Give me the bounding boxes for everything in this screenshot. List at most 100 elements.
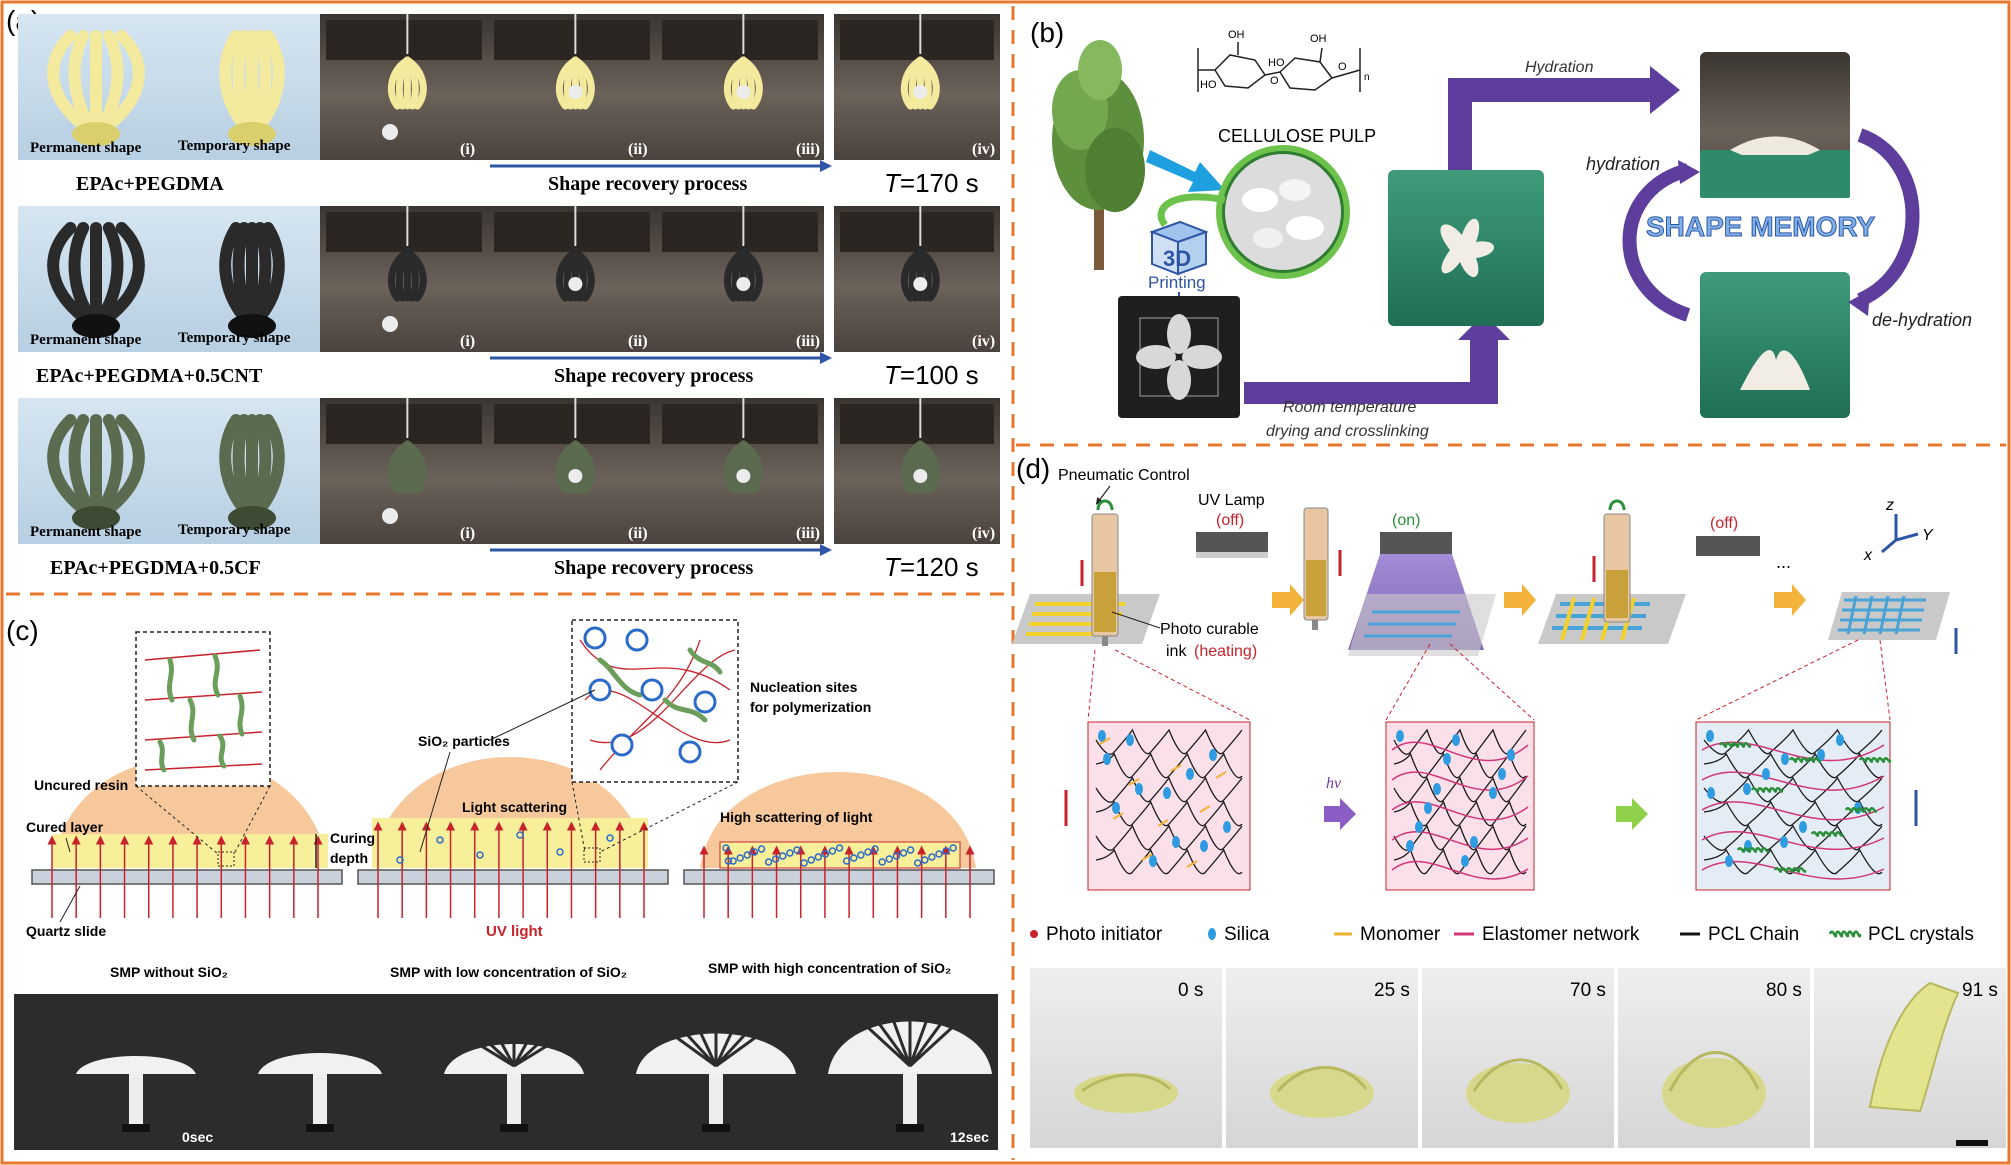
printed-trees xyxy=(76,1001,992,1132)
silica-particle xyxy=(814,853,823,861)
recovery-photo-1: (i) xyxy=(320,398,488,544)
printed-tree-4 xyxy=(636,1016,796,1132)
axis-x-label: x xyxy=(1863,547,1873,564)
silica-particle xyxy=(850,854,858,862)
chem-oh-2: OH xyxy=(1310,33,1327,45)
recovery-photo-2: (ii) xyxy=(488,14,656,160)
permanent-gripper xyxy=(47,222,145,338)
permanent-shape-label: Permanent shape xyxy=(30,332,142,348)
recovery-photo-4: 80 s xyxy=(1618,968,1810,1148)
recovery-photo-1: 0 s xyxy=(1030,968,1222,1148)
quartz-slide-label: Quartz slide xyxy=(26,923,106,939)
time-label: 80 s xyxy=(1766,980,1802,1001)
chem-ho-1: HO xyxy=(1200,79,1217,91)
recovery-photo-3: (iii) xyxy=(656,14,824,160)
cellulose-pulp-label: CELLULOSE PULP xyxy=(1218,126,1376,146)
network-contents xyxy=(1095,728,1892,880)
recovery-photo-3: (iii) xyxy=(656,398,824,544)
axis-y-label: Y xyxy=(1922,527,1934,544)
time-0sec: 0sec xyxy=(182,1129,213,1145)
permanent-gripper xyxy=(47,30,145,146)
legend-item-3: Monomer xyxy=(1360,924,1441,945)
step-label: (ii) xyxy=(628,141,648,158)
time-label: 70 s xyxy=(1570,980,1606,1001)
printed-tree-1 xyxy=(76,1056,196,1132)
material-name: EPAc+PEGDMA xyxy=(76,173,224,195)
recovery-time: T=170 s xyxy=(884,168,979,198)
zoom-lines-d xyxy=(1087,639,1891,721)
curing-label: Curing xyxy=(330,830,375,846)
panel-d-label: (d) xyxy=(1016,453,1050,484)
particles-high xyxy=(722,844,957,867)
silica-particle xyxy=(786,849,794,857)
printed-tree-3 xyxy=(444,1028,584,1132)
step-arrow-1 xyxy=(1272,584,1304,616)
hydration-top-label: Hydration xyxy=(1525,59,1594,76)
step-label: (iv) xyxy=(972,141,995,158)
zoom-box-2 xyxy=(583,847,601,863)
silica-particle xyxy=(906,846,915,854)
syringe-2 xyxy=(1303,507,1329,630)
permanent-shape-label: Permanent shape xyxy=(30,140,142,156)
silica-particle xyxy=(928,853,936,861)
green-feed-tube xyxy=(1157,193,1226,228)
recovery-photo-2: (ii) xyxy=(488,206,656,352)
legend-marker-pcl-crystals xyxy=(1828,930,1862,938)
panel-b: (b) OH OH HO HO O O n CELLULOS xyxy=(1030,17,1972,440)
cooling-arrow xyxy=(1616,798,1648,830)
temporary-gripper xyxy=(219,222,285,338)
cured-network-box xyxy=(1385,721,1535,891)
dehydration-curve-arrow xyxy=(1856,128,1920,307)
hydration-curve-head xyxy=(1678,160,1700,184)
recovery-photo-3: (iii) xyxy=(656,206,824,352)
legend-item-4: Elastomer network xyxy=(1482,924,1640,945)
quartz-slide-3 xyxy=(683,869,995,885)
uv-light-arrows xyxy=(47,821,975,918)
recovery-photo-5: 91 s xyxy=(1814,968,2006,1148)
process-arrow-head xyxy=(820,544,832,556)
panel-d-legend: Photo initiator Silica Monomer Elastomer ne… xyxy=(1030,924,1974,945)
caption-low-sio2: SMP with low concentration of SiO₂ xyxy=(390,964,627,980)
step-label: (i) xyxy=(460,525,475,542)
cellulose-chemical-structure xyxy=(1197,42,1361,92)
silica-particle xyxy=(779,852,787,860)
material-name: EPAc+PEGDMA+0.5CNT xyxy=(36,365,263,387)
time-label: 91 s xyxy=(1962,980,1998,1001)
process-label: Shape recovery process xyxy=(554,365,753,387)
recovery-photo-2: (ii) xyxy=(488,398,656,544)
cellulose-pulp-photo xyxy=(1216,145,1350,279)
nucleation-line2: for polymerization xyxy=(750,699,871,715)
recovery-photo-2: 25 s xyxy=(1226,968,1418,1148)
panel-a-rows: Permanent shape Temporary shape (i) (ii) (ii… xyxy=(18,14,1000,582)
step-label: (iii) xyxy=(796,141,820,158)
zoom-line-1b xyxy=(233,785,271,855)
temporary-shape-label: Temporary shape xyxy=(178,522,291,538)
process-label: Shape recovery process xyxy=(554,557,753,579)
recovery-photo-4: (iv) xyxy=(834,398,1000,544)
silica-particle xyxy=(857,851,865,859)
caption-without-sio2: SMP without SiO₂ xyxy=(110,964,228,980)
silica-particle xyxy=(892,852,901,860)
network-box-content-3 xyxy=(1701,728,1892,880)
printed-flower-photo xyxy=(1118,296,1240,418)
temporary-shape-label: Temporary shape xyxy=(178,138,291,154)
silica-particle xyxy=(743,851,752,859)
caption-high-sio2: SMP with high concentration of SiO₂ xyxy=(708,960,951,976)
scale-bar xyxy=(1956,1140,1988,1146)
room-temp-line1: Room temperature xyxy=(1283,399,1416,416)
silica-particle xyxy=(949,844,957,852)
high-scattering-label: High scattering of light xyxy=(720,809,873,825)
panel-d: (d) Pneumatic Control Photo curable ink … xyxy=(1012,453,2006,1148)
process-arrow-head xyxy=(820,160,832,172)
step-arrow-2 xyxy=(1504,584,1536,616)
quartz-slide-1 xyxy=(31,869,343,885)
ellipsis: ... xyxy=(1776,552,1791,572)
time-label: 25 s xyxy=(1374,980,1410,1001)
axis-y-line xyxy=(1895,532,1919,542)
network-1-green-links xyxy=(157,653,245,773)
temporary-shape-label: Temporary shape xyxy=(178,330,291,346)
process-arrow-head xyxy=(820,352,832,364)
particles-low xyxy=(396,831,614,864)
syringe-3 xyxy=(1603,499,1631,623)
